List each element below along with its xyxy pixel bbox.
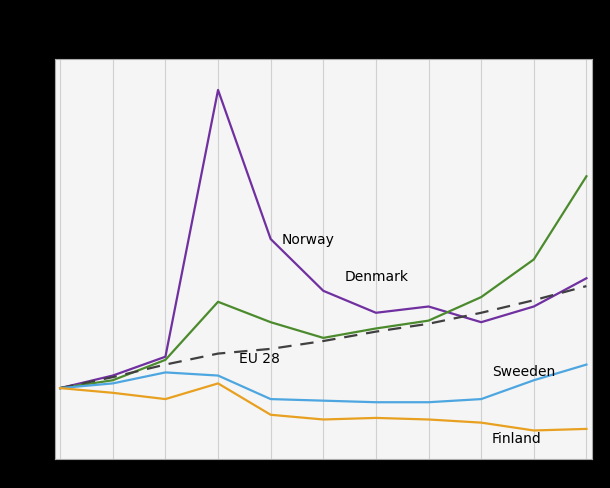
Text: Denmark: Denmark: [345, 270, 408, 285]
Text: Sweeden: Sweeden: [492, 365, 555, 379]
Text: Norway: Norway: [281, 233, 334, 247]
Text: EU 28: EU 28: [239, 352, 280, 366]
Text: Finland: Finland: [492, 432, 542, 446]
